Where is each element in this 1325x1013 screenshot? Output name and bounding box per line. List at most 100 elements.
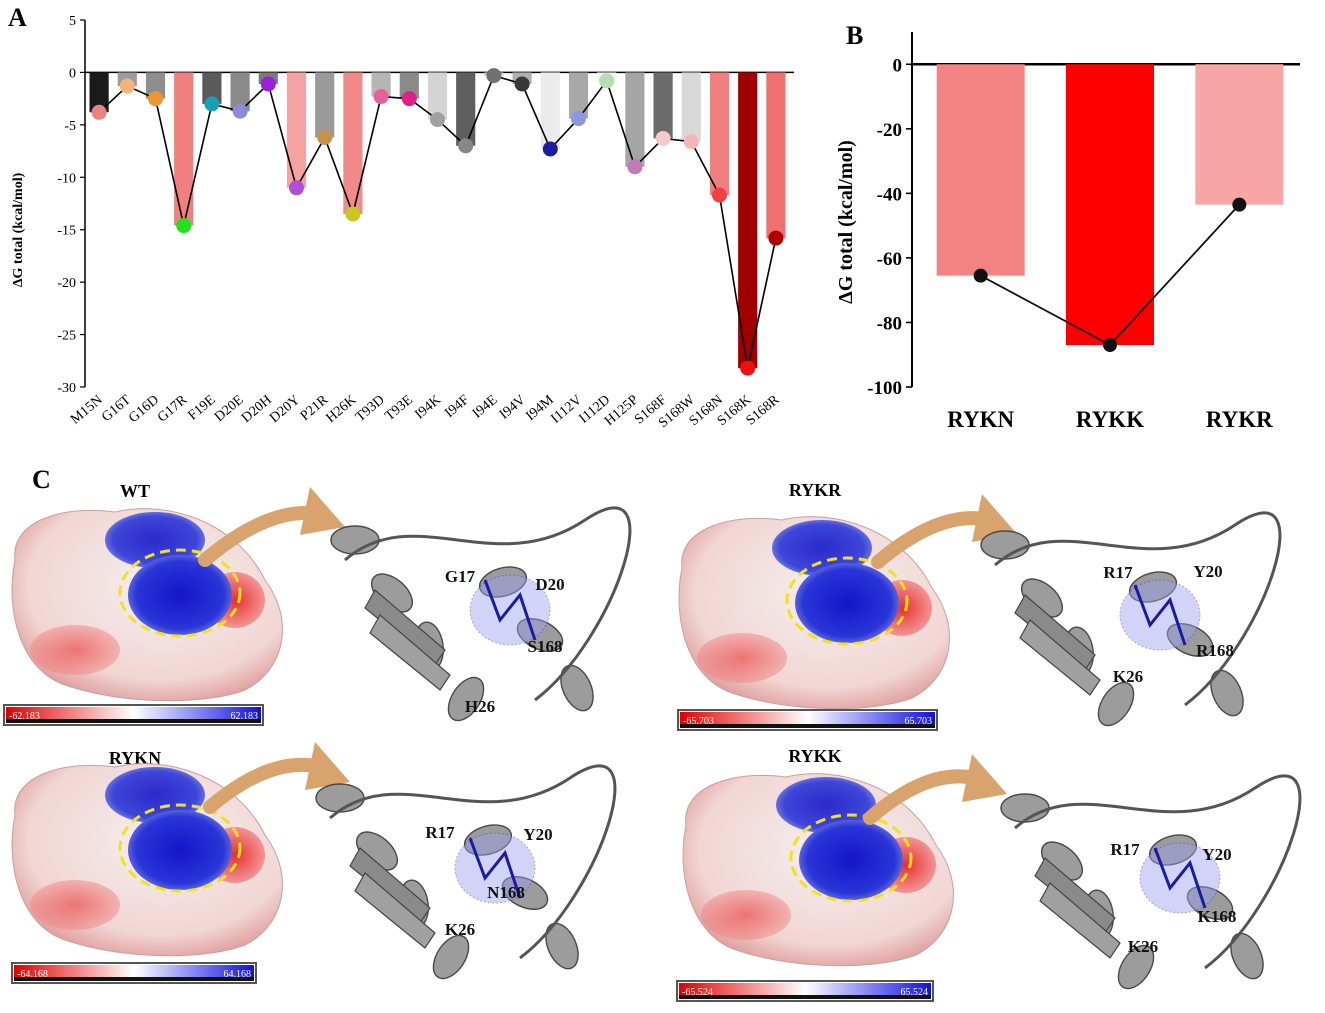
chart-b-ytick-label: -100 — [867, 378, 902, 399]
residue-label: S168 — [528, 637, 563, 656]
chart-a-ylabel: ΔG total (kcal/mol) — [11, 172, 26, 287]
chart-a-xtick-label: I94E — [470, 393, 500, 422]
panel-c: WT -62.183 62.183 G17 D20 S168 H26 RYKR -65.703 6… — [3, 480, 1302, 1002]
chart-a-xtick-label: I112V — [548, 393, 585, 427]
loop — [994, 511, 1282, 707]
residue-label: R17 — [1110, 840, 1140, 859]
helix — [1128, 571, 1178, 603]
loop — [1014, 774, 1302, 970]
chart-a-bar-M15N — [89, 72, 109, 113]
helix — [432, 934, 470, 980]
chart-a-point-I112D — [599, 73, 615, 89]
helix — [478, 566, 528, 598]
helix — [463, 824, 513, 856]
beta-strand — [1019, 619, 1101, 696]
chart-a-bar-H26K — [343, 72, 363, 214]
loop — [344, 506, 632, 702]
esp-positive-patch — [105, 767, 205, 823]
chart-a-xtick-label: I94F — [442, 392, 472, 421]
chart-a-xtick-label: I94V — [497, 393, 529, 423]
chart-a-xtick-label: D20E — [212, 393, 247, 425]
chart-a-xtick-label: S168R — [744, 392, 783, 428]
zoom-arrow-head — [305, 742, 350, 790]
residue-label: R17 — [425, 823, 455, 842]
cartoon-structure — [980, 511, 1282, 727]
chart-a-xtick-label: H26K — [324, 393, 360, 426]
loop — [329, 764, 617, 960]
chart-a-point-I94K — [430, 112, 445, 128]
residue-sticks — [468, 837, 522, 899]
chart-b-ytick-label: -40 — [877, 184, 902, 205]
esp-positive-patch — [128, 810, 232, 890]
esp-scale-base — [679, 995, 931, 999]
chart-a-ytick-label: -5 — [64, 119, 76, 134]
chart-b-bar-RYKR — [1195, 64, 1284, 205]
chart-a-xtick-label: F19E — [186, 393, 219, 424]
chart-a-bar-I94K — [427, 72, 448, 120]
helix — [1000, 793, 1050, 823]
chart-a-bar-D20Y — [286, 72, 307, 188]
residue-label: R17 — [1103, 563, 1133, 582]
chart-a-bar-G16D — [145, 72, 166, 99]
chart-a-point-M15N — [91, 104, 107, 120]
helix — [545, 922, 579, 970]
chart-a-xtick-label: G17R — [155, 392, 191, 425]
chart-a-point-S168W — [683, 134, 699, 150]
chart-a-point-T93E — [401, 91, 417, 107]
chart-a-point-S168K — [740, 360, 756, 376]
cartoon-structure — [1000, 774, 1302, 990]
chart-a-point-H26K — [345, 206, 361, 222]
binding-site-highlight — [118, 803, 242, 893]
chart-a-xtick-label: T93D — [353, 393, 388, 425]
chart-a-point-S168R — [768, 230, 784, 246]
esp-negative-patch — [701, 890, 791, 940]
chart-b-bar-RYKK — [1066, 64, 1154, 346]
helix — [560, 664, 594, 712]
chart-a-point-F19E — [204, 96, 220, 112]
chart-b-bar-RYKN — [936, 64, 1025, 276]
chart-a-bar-S168N — [709, 72, 730, 196]
chart-a-point-G16D — [148, 91, 163, 107]
helix — [1186, 886, 1234, 920]
chart-a-point-I94V — [514, 76, 530, 92]
helix — [1148, 834, 1198, 866]
panel-letter-c: C — [32, 465, 51, 494]
chart-a-bar-G17R — [174, 72, 194, 226]
structure-title: WT — [120, 481, 150, 501]
chart-a-bar-S168K — [738, 72, 758, 369]
beta-strand — [1039, 882, 1121, 959]
chart-b-ylabel: ΔG total (kcal/mol) — [835, 140, 857, 304]
esp-scale-min: -65.524 — [682, 987, 713, 998]
esp-negative-patch — [30, 880, 120, 930]
esp-negative-patch — [697, 633, 787, 683]
chart-b-ytick-label: -20 — [877, 120, 902, 141]
zoom-arrow-head — [972, 494, 1017, 542]
esp-scale-max: 62.183 — [231, 711, 259, 722]
helix — [980, 530, 1030, 560]
chart-a-point-G17R — [176, 218, 192, 234]
chart-b-ytick-label: 0 — [893, 55, 903, 76]
chart-a-bar-S168R — [766, 72, 786, 239]
helix — [330, 525, 380, 555]
chart-a-point-H125P — [627, 159, 643, 175]
helix — [1117, 944, 1155, 990]
chart-a-bar-D20E — [230, 72, 250, 112]
chart-a-bar-I112V — [568, 72, 589, 119]
chart-b-point-RYKR — [1232, 197, 1247, 212]
chart-a-ytick-label: 0 — [69, 66, 76, 81]
chart-a-point-I94E — [486, 68, 502, 84]
esp-positive-patch — [776, 777, 876, 833]
esp-positive-patch — [128, 555, 232, 635]
helix — [1166, 623, 1214, 657]
chart-a-point-D20Y — [289, 180, 304, 196]
chart-a-bar-H125P — [625, 72, 645, 167]
chart-b-point-RYKK — [1103, 338, 1117, 353]
chart-a-ytick-label: -20 — [57, 276, 76, 291]
chart-a-point-D20E — [232, 103, 248, 119]
residue-label: H26 — [465, 697, 495, 716]
chart-a-xtick-label: I94K — [412, 393, 444, 423]
residue-sticks — [483, 579, 537, 641]
chart-a-point-I94M — [542, 141, 558, 157]
helix — [501, 876, 549, 910]
esp-scale-min: -62.183 — [9, 711, 40, 722]
